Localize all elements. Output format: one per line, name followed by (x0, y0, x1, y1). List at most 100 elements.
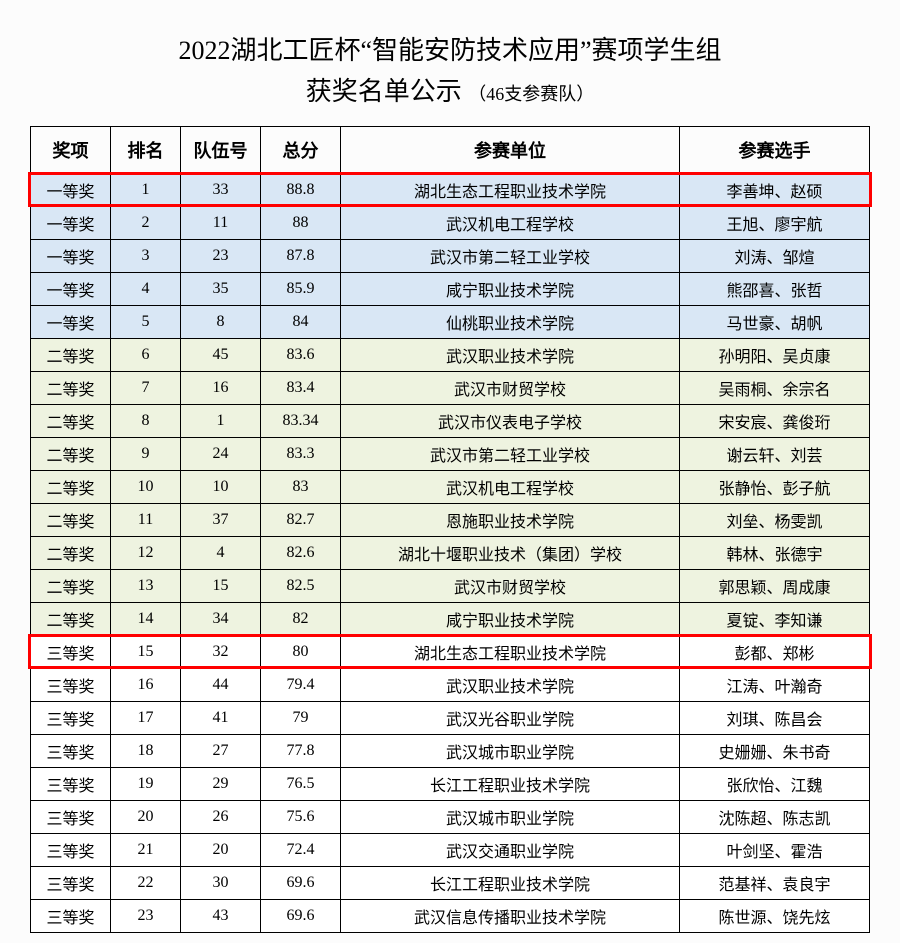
table-row: 一等奖13388.8湖北生态工程职业技术学院李善坤、赵硕 (31, 174, 870, 207)
cell-rank: 17 (111, 702, 181, 735)
cell-award: 三等奖 (31, 735, 111, 768)
cell-award: 一等奖 (31, 207, 111, 240)
cell-award: 二等奖 (31, 372, 111, 405)
cell-unit: 咸宁职业技术学院 (341, 603, 680, 636)
cell-score: 77.8 (261, 735, 341, 768)
col-award: 奖项 (31, 127, 111, 174)
table-row: 一等奖21188武汉机电工程学校王旭、廖宇航 (31, 207, 870, 240)
table-row: 二等奖113782.7恩施职业技术学院刘垒、杨雯凯 (31, 504, 870, 537)
cell-team: 45 (181, 339, 261, 372)
cell-score: 84 (261, 306, 341, 339)
cell-rank: 15 (111, 636, 181, 669)
cell-rank: 8 (111, 405, 181, 438)
col-team: 队伍号 (181, 127, 261, 174)
table-row: 一等奖5884仙桃职业技术学院马世豪、胡帆 (31, 306, 870, 339)
cell-award: 二等奖 (31, 570, 111, 603)
cell-players: 韩林、张德宇 (680, 537, 870, 570)
cell-unit: 武汉市第二轻工业学校 (341, 438, 680, 471)
cell-players: 孙明阳、吴贞康 (680, 339, 870, 372)
cell-unit: 武汉光谷职业学院 (341, 702, 680, 735)
cell-score: 79 (261, 702, 341, 735)
cell-team: 35 (181, 273, 261, 306)
table-row: 三等奖234369.6武汉信息传播职业技术学院陈世源、饶先炫 (31, 900, 870, 933)
cell-players: 宋安宸、龚俊珩 (680, 405, 870, 438)
table-row: 一等奖32387.8武汉市第二轻工业学校刘涛、邹煊 (31, 240, 870, 273)
table-row: 三等奖153280湖北生态工程职业技术学院彭都、郑彬 (31, 636, 870, 669)
cell-rank: 23 (111, 900, 181, 933)
table-row: 三等奖192976.5长江工程职业技术学院张欣怡、江魏 (31, 768, 870, 801)
title-line2: 获奖名单公示 （46支参赛队） (30, 71, 870, 108)
cell-rank: 6 (111, 339, 181, 372)
cell-team: 32 (181, 636, 261, 669)
cell-award: 二等奖 (31, 603, 111, 636)
cell-award: 二等奖 (31, 504, 111, 537)
cell-award: 一等奖 (31, 174, 111, 207)
cell-rank: 21 (111, 834, 181, 867)
cell-award: 二等奖 (31, 471, 111, 504)
cell-score: 75.6 (261, 801, 341, 834)
cell-award: 三等奖 (31, 636, 111, 669)
cell-award: 二等奖 (31, 537, 111, 570)
cell-rank: 20 (111, 801, 181, 834)
cell-players: 叶剑坚、霍浩 (680, 834, 870, 867)
cell-score: 79.4 (261, 669, 341, 702)
cell-unit: 武汉城市职业学院 (341, 801, 680, 834)
cell-unit: 武汉市第二轻工业学校 (341, 240, 680, 273)
cell-rank: 4 (111, 273, 181, 306)
cell-players: 李善坤、赵硕 (680, 174, 870, 207)
cell-team: 34 (181, 603, 261, 636)
cell-team: 43 (181, 900, 261, 933)
cell-players: 刘涛、邹煊 (680, 240, 870, 273)
cell-players: 谢云轩、刘芸 (680, 438, 870, 471)
cell-unit: 武汉交通职业学院 (341, 834, 680, 867)
cell-rank: 19 (111, 768, 181, 801)
table-row: 一等奖43585.9咸宁职业技术学院熊邵喜、张哲 (31, 273, 870, 306)
cell-award: 三等奖 (31, 669, 111, 702)
cell-score: 82.7 (261, 504, 341, 537)
cell-rank: 3 (111, 240, 181, 273)
cell-unit: 湖北十堰职业技术（集团）学校 (341, 537, 680, 570)
cell-unit: 武汉市仪表电子学校 (341, 405, 680, 438)
cell-score: 83.3 (261, 438, 341, 471)
cell-score: 83.4 (261, 372, 341, 405)
table-row: 三等奖182777.8武汉城市职业学院史姗姗、朱书奇 (31, 735, 870, 768)
cell-unit: 长江工程职业技术学院 (341, 867, 680, 900)
table-row: 二等奖71683.4武汉市财贸学校吴雨桐、余宗名 (31, 372, 870, 405)
cell-unit: 湖北生态工程职业技术学院 (341, 636, 680, 669)
cell-score: 82.6 (261, 537, 341, 570)
cell-unit: 武汉市财贸学校 (341, 372, 680, 405)
cell-rank: 10 (111, 471, 181, 504)
table-row: 二等奖12482.6湖北十堰职业技术（集团）学校韩林、张德宇 (31, 537, 870, 570)
cell-award: 一等奖 (31, 240, 111, 273)
cell-players: 王旭、廖宇航 (680, 207, 870, 240)
cell-score: 88 (261, 207, 341, 240)
cell-score: 69.6 (261, 900, 341, 933)
table-row: 二等奖131582.5武汉市财贸学校郭思颖、周成康 (31, 570, 870, 603)
cell-score: 83.6 (261, 339, 341, 372)
table-row: 二等奖143482咸宁职业技术学院夏锭、李知谦 (31, 603, 870, 636)
cell-unit: 武汉机电工程学校 (341, 471, 680, 504)
cell-team: 29 (181, 768, 261, 801)
cell-award: 三等奖 (31, 801, 111, 834)
table-row: 三等奖174179武汉光谷职业学院刘琪、陈昌会 (31, 702, 870, 735)
cell-players: 彭都、郑彬 (680, 636, 870, 669)
cell-score: 88.8 (261, 174, 341, 207)
table-row: 二等奖92483.3武汉市第二轻工业学校谢云轩、刘芸 (31, 438, 870, 471)
col-unit: 参赛单位 (341, 127, 680, 174)
title-line2-main: 获奖名单公示 (306, 77, 462, 106)
cell-team: 30 (181, 867, 261, 900)
cell-players: 熊邵喜、张哲 (680, 273, 870, 306)
cell-rank: 7 (111, 372, 181, 405)
cell-award: 一等奖 (31, 306, 111, 339)
title-line2-sub: （46支参赛队） (468, 84, 594, 104)
cell-unit: 长江工程职业技术学院 (341, 768, 680, 801)
cell-score: 85.9 (261, 273, 341, 306)
table-header-row: 奖项 排名 队伍号 总分 参赛单位 参赛选手 (31, 127, 870, 174)
cell-team: 1 (181, 405, 261, 438)
cell-unit: 湖北生态工程职业技术学院 (341, 174, 680, 207)
page-container: 2022湖北工匠杯“智能安防技术应用”赛项学生组 获奖名单公示 （46支参赛队）… (0, 0, 900, 943)
table-row: 三等奖202675.6武汉城市职业学院沈陈超、陈志凯 (31, 801, 870, 834)
cell-score: 69.6 (261, 867, 341, 900)
cell-players: 吴雨桐、余宗名 (680, 372, 870, 405)
cell-unit: 武汉城市职业学院 (341, 735, 680, 768)
